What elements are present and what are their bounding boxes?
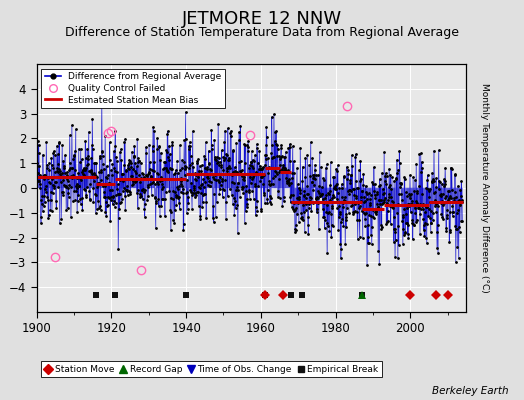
Legend: Station Move, Record Gap, Time of Obs. Change, Empirical Break: Station Move, Record Gap, Time of Obs. C… bbox=[41, 361, 382, 377]
Y-axis label: Monthly Temperature Anomaly Difference (°C): Monthly Temperature Anomaly Difference (… bbox=[481, 83, 489, 293]
Text: Berkeley Earth: Berkeley Earth bbox=[432, 386, 508, 396]
Text: JETMORE 12 NNW: JETMORE 12 NNW bbox=[182, 10, 342, 28]
Text: Difference of Station Temperature Data from Regional Average: Difference of Station Temperature Data f… bbox=[65, 26, 459, 39]
